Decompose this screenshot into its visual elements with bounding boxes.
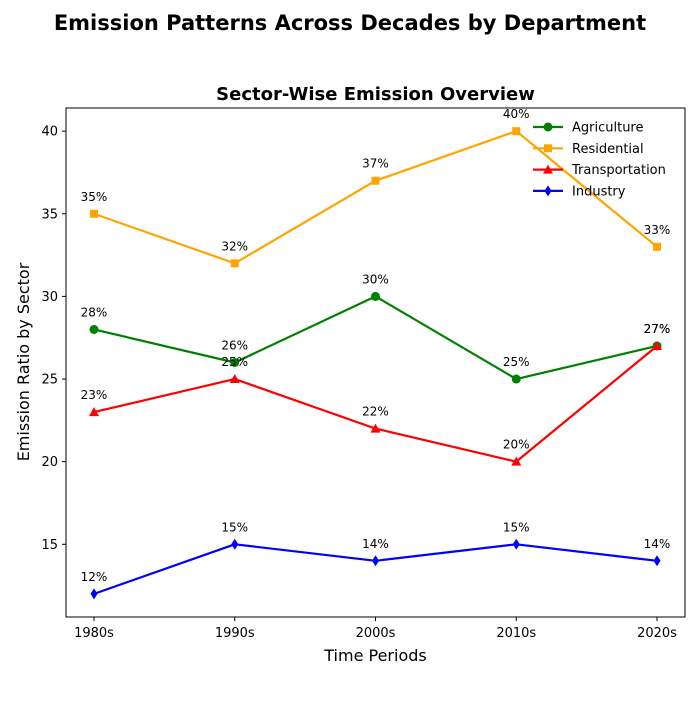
transportation-data-label: 23% [81,388,108,402]
residential-data-label: 35% [81,190,108,204]
transportation-data-label: 22% [362,405,389,419]
residential-data-label: 37% [362,157,389,171]
transportation-point [370,423,381,433]
y-tick-label: 40 [41,125,58,140]
y-tick-label: 20 [41,455,58,470]
legend-marker-transportation [543,164,553,174]
residential-point [512,127,521,136]
transportation-data-label: 25% [221,355,248,369]
transportation-point [229,374,240,384]
industry-point [231,538,239,550]
legend-marker-agriculture [543,122,553,132]
y-tick-label: 35 [41,207,58,222]
x-axis: 1980s 1990s 2000s 2010s 2020s [74,617,677,641]
industry-line [93,543,658,595]
transportation-point [652,340,662,350]
y-axis-label: Emission Ratio by Sector [14,262,33,461]
chart-title: Sector-Wise Emission Overview [216,84,535,105]
agriculture-data-label: 25% [503,355,530,369]
industry-data-label: 15% [221,520,248,534]
residential-data-label: 40% [503,107,530,121]
agriculture-point [511,374,521,384]
series-layer [89,127,662,600]
transportation-data-label: 20% [503,438,530,452]
x-tick-label: 2010s [496,626,536,641]
y-axis: 15 20 25 30 35 40 [41,125,66,553]
legend-label-residential: Residential [572,142,644,157]
legend-label-agriculture: Agriculture [572,121,644,136]
industry-data-label: 12% [81,570,108,584]
x-tick-label: 1980s [74,626,114,641]
industry-point [372,555,379,567]
agriculture-data-label: 26% [221,339,248,353]
legend-label-transportation: Transportation [571,163,666,178]
transportation-point [89,407,99,417]
industry-data-label: 14% [362,537,389,551]
agriculture-data-label: 27% [644,322,671,336]
legend-marker-residential [544,144,552,153]
x-tick-label: 2000s [356,626,396,641]
agriculture-line [93,295,658,381]
residential-point [90,209,98,218]
legend-label-industry: Industry [572,184,626,199]
y-tick-label: 30 [41,290,58,305]
industry-point [653,555,661,567]
residential-point [371,176,380,185]
industry-point [90,588,98,600]
agriculture-point [230,358,240,367]
legend: Agriculture Residential Transportation Indu… [533,121,666,199]
transportation-data-label: 27% [644,322,671,336]
legend-marker-industry [544,185,552,197]
industry-point [512,538,520,550]
data-labels: 28% 26% 30% 25% 27% 35% 32% 37% 40% 33% 23% 25% 22% 2… [81,107,671,584]
x-tick-label: 1990s [215,626,255,641]
transportation-point [511,456,522,466]
agriculture-point [89,324,99,334]
x-tick-label: 2020s [637,626,677,641]
x-axis-label: Time Periods [323,646,426,665]
figure-title: Emission Patterns Across Decades by Depa… [54,11,646,35]
industry-data-label: 14% [644,537,671,551]
residential-data-label: 33% [644,223,671,237]
agriculture-data-label: 30% [362,272,389,286]
agriculture-data-label: 28% [81,305,108,319]
agriculture-point [371,291,380,301]
y-tick-label: 25 [41,373,58,388]
residential-data-label: 32% [221,239,248,253]
residential-point [230,259,239,268]
residential-point [653,242,661,251]
y-tick-label: 15 [41,538,58,553]
industry-data-label: 15% [503,520,530,534]
